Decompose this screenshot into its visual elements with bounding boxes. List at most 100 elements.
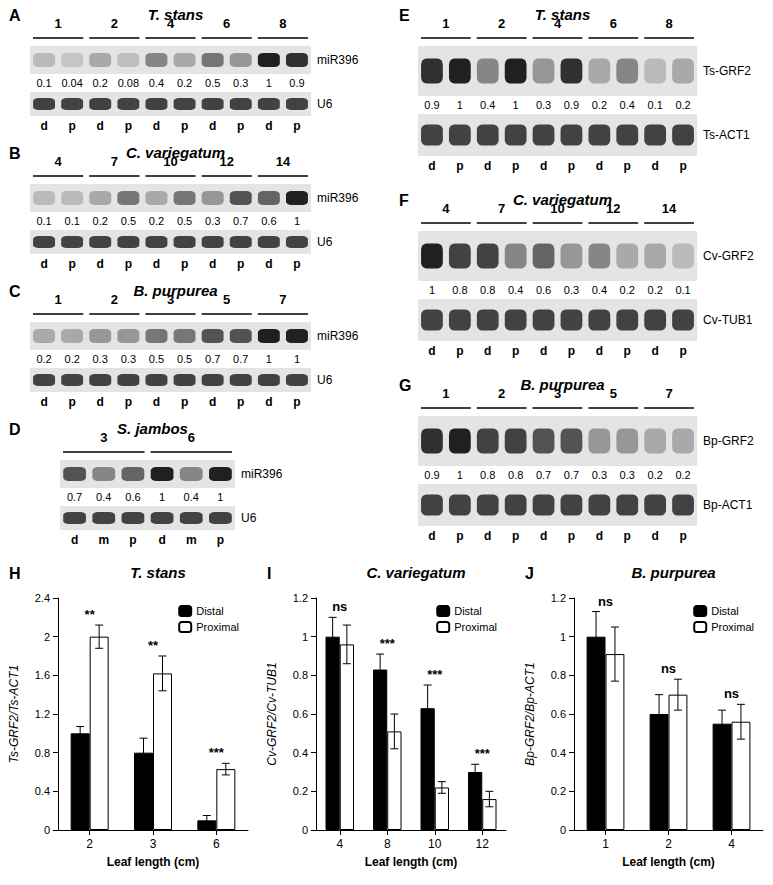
svg-text:1: 1 bbox=[54, 292, 61, 307]
svg-text:2.4: 2.4 bbox=[35, 592, 50, 604]
svg-text:0.7: 0.7 bbox=[564, 469, 579, 481]
svg-text:2: 2 bbox=[86, 837, 93, 851]
svg-text:p: p bbox=[679, 159, 686, 173]
svg-text:T. stans: T. stans bbox=[535, 6, 591, 23]
svg-text:Ts-ACT1: Ts-ACT1 bbox=[703, 128, 750, 142]
svg-text:p: p bbox=[125, 257, 132, 271]
svg-text:8: 8 bbox=[279, 16, 286, 31]
svg-text:d: d bbox=[153, 119, 160, 133]
svg-text:0.4: 0.4 bbox=[480, 99, 495, 111]
svg-text:Bp-ACT1: Bp-ACT1 bbox=[703, 498, 753, 512]
svg-text:1.6: 1.6 bbox=[35, 669, 50, 681]
svg-text:0.9: 0.9 bbox=[424, 469, 439, 481]
svg-text:p: p bbox=[512, 159, 519, 173]
svg-text:m: m bbox=[98, 533, 109, 547]
svg-text:0.04: 0.04 bbox=[61, 77, 82, 89]
svg-text:d: d bbox=[651, 529, 658, 543]
svg-text:0.7: 0.7 bbox=[205, 353, 220, 365]
svg-text:d: d bbox=[540, 344, 547, 358]
svg-text:p: p bbox=[624, 529, 631, 543]
svg-text:C. variegatum: C. variegatum bbox=[513, 191, 612, 208]
svg-text:0.8: 0.8 bbox=[551, 669, 566, 681]
svg-text:0.7: 0.7 bbox=[67, 491, 82, 503]
svg-text:0.5: 0.5 bbox=[205, 77, 220, 89]
svg-text:0.3: 0.3 bbox=[93, 353, 108, 365]
svg-text:d: d bbox=[40, 257, 47, 271]
svg-text:***: *** bbox=[427, 667, 443, 682]
svg-text:T. stans: T. stans bbox=[130, 564, 186, 581]
svg-text:7: 7 bbox=[665, 386, 672, 401]
svg-text:1: 1 bbox=[513, 99, 519, 111]
svg-text:0.2: 0.2 bbox=[648, 284, 663, 296]
svg-text:0.2: 0.2 bbox=[620, 284, 635, 296]
svg-text:1.2: 1.2 bbox=[551, 592, 566, 604]
svg-text:D: D bbox=[9, 421, 21, 438]
svg-text:4: 4 bbox=[442, 201, 450, 216]
svg-text:0.2: 0.2 bbox=[177, 77, 192, 89]
svg-text:U6: U6 bbox=[317, 373, 333, 387]
svg-text:d: d bbox=[484, 529, 491, 543]
svg-text:Leaf length (cm): Leaf length (cm) bbox=[107, 855, 200, 869]
svg-text:p: p bbox=[68, 257, 75, 271]
svg-text:p: p bbox=[679, 529, 686, 543]
svg-text:p: p bbox=[456, 159, 463, 173]
svg-text:miR396: miR396 bbox=[317, 191, 359, 205]
svg-text:p: p bbox=[568, 529, 575, 543]
svg-text:J: J bbox=[525, 565, 534, 582]
svg-text:d: d bbox=[596, 159, 603, 173]
svg-text:0: 0 bbox=[560, 824, 566, 836]
svg-text:d: d bbox=[153, 257, 160, 271]
svg-text:Distal: Distal bbox=[454, 605, 482, 617]
svg-text:2: 2 bbox=[665, 837, 672, 851]
svg-text:0.4: 0.4 bbox=[293, 747, 308, 759]
svg-text:miR396: miR396 bbox=[241, 467, 283, 481]
svg-text:H: H bbox=[9, 565, 21, 582]
svg-text:1: 1 bbox=[457, 469, 463, 481]
svg-text:Cv-TUB1: Cv-TUB1 bbox=[703, 313, 753, 327]
svg-text:0.2: 0.2 bbox=[36, 353, 51, 365]
svg-text:0.9: 0.9 bbox=[564, 99, 579, 111]
svg-text:0.5: 0.5 bbox=[121, 215, 136, 227]
svg-text:0.8: 0.8 bbox=[480, 284, 495, 296]
svg-text:2: 2 bbox=[111, 16, 118, 31]
svg-text:p: p bbox=[237, 257, 244, 271]
svg-text:Leaf length (cm): Leaf length (cm) bbox=[365, 855, 458, 869]
svg-text:7: 7 bbox=[279, 292, 286, 307]
svg-text:d: d bbox=[484, 344, 491, 358]
svg-text:1: 1 bbox=[266, 353, 272, 365]
svg-text:0.4: 0.4 bbox=[96, 491, 111, 503]
svg-text:S. jambos: S. jambos bbox=[117, 420, 188, 437]
svg-text:0.3: 0.3 bbox=[620, 469, 635, 481]
svg-text:p: p bbox=[624, 344, 631, 358]
svg-text:U6: U6 bbox=[317, 97, 333, 111]
svg-text:0.4: 0.4 bbox=[508, 284, 523, 296]
svg-text:0.7: 0.7 bbox=[233, 215, 248, 227]
svg-text:5: 5 bbox=[610, 386, 617, 401]
svg-text:d: d bbox=[428, 159, 435, 173]
svg-text:**: ** bbox=[148, 638, 159, 653]
svg-text:p: p bbox=[181, 119, 188, 133]
svg-text:p: p bbox=[129, 533, 136, 547]
svg-text:B. purpurea: B. purpurea bbox=[133, 282, 217, 299]
svg-text:0.8: 0.8 bbox=[293, 669, 308, 681]
svg-text:B. purpurea: B. purpurea bbox=[520, 376, 604, 393]
svg-text:0.2: 0.2 bbox=[592, 99, 607, 111]
svg-text:0.8: 0.8 bbox=[508, 469, 523, 481]
svg-text:8: 8 bbox=[665, 16, 672, 31]
svg-text:p: p bbox=[293, 119, 300, 133]
svg-text:Bp-GRF2: Bp-GRF2 bbox=[703, 434, 754, 448]
svg-text:0.1: 0.1 bbox=[648, 99, 663, 111]
svg-text:6: 6 bbox=[610, 16, 617, 31]
svg-text:p: p bbox=[293, 395, 300, 409]
svg-text:**: ** bbox=[85, 607, 96, 622]
svg-text:d: d bbox=[40, 119, 47, 133]
svg-text:1: 1 bbox=[294, 215, 300, 227]
svg-text:Ts-GRF2/Ts-ACT1: Ts-GRF2/Ts-ACT1 bbox=[7, 665, 21, 763]
svg-text:d: d bbox=[265, 395, 272, 409]
svg-text:0: 0 bbox=[44, 824, 50, 836]
svg-text:0.1: 0.1 bbox=[36, 77, 51, 89]
svg-text:1.2: 1.2 bbox=[35, 708, 50, 720]
svg-text:0.3: 0.3 bbox=[592, 469, 607, 481]
svg-text:ns: ns bbox=[332, 599, 347, 614]
svg-text:4: 4 bbox=[336, 837, 343, 851]
